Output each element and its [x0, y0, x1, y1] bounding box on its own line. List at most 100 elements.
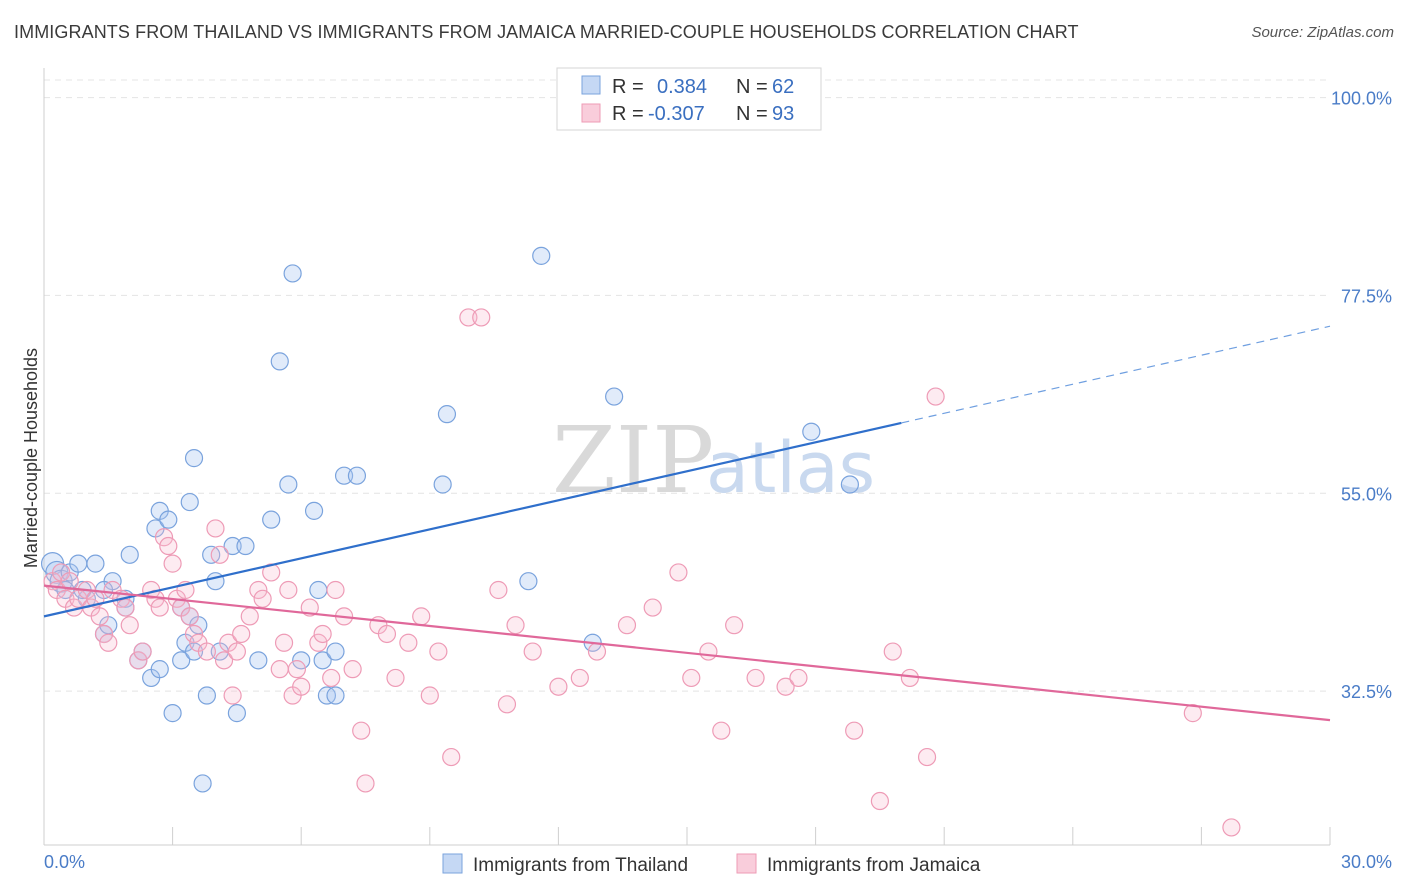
jamaica-point-60 — [386, 668, 405, 688]
bottom-legend-label-thailand: Immigrants from Thailand — [473, 855, 688, 876]
thailand-point-56 — [519, 572, 538, 591]
trend-lines — [43, 325, 1331, 722]
jamaica-point-67 — [472, 308, 491, 327]
thailand-point-32 — [193, 774, 212, 793]
watermark-atlas: atlas — [706, 427, 875, 509]
legend-r-value-jamaica: -0.307 — [648, 103, 705, 125]
jamaica-point-73 — [570, 668, 589, 688]
jamaica-point-17 — [129, 651, 148, 670]
jamaica-point-57 — [356, 774, 375, 793]
legend-swatch-jamaica — [581, 103, 601, 123]
jamaica-point-10 — [90, 607, 109, 626]
thailand-point-48 — [313, 651, 332, 670]
jamaica-point-21 — [150, 598, 169, 617]
jamaica-point-87 — [883, 642, 902, 661]
thailand-point-45 — [292, 651, 311, 670]
watermark: ZIP atlas — [552, 407, 875, 514]
jamaica-point-55 — [343, 660, 362, 679]
watermark-zip: ZIP — [552, 407, 714, 514]
legend-r-label-2: R = — [612, 103, 644, 125]
jamaica-point-62 — [412, 607, 431, 626]
thailand-point-21 — [150, 660, 169, 679]
bottom-legend-swatch-thailand — [442, 853, 463, 874]
thailand-point-33 — [197, 686, 216, 705]
jamaica-point-75 — [617, 616, 637, 635]
jamaica-point-31 — [197, 642, 216, 661]
axes — [43, 68, 1331, 846]
jamaica-point-91 — [1183, 704, 1202, 723]
trend-line-jamaica — [43, 584, 1331, 722]
bottom-legend-label-jamaica: Immigrants from Jamaica — [767, 855, 981, 876]
jamaica-point-39 — [240, 607, 259, 626]
jamaica-point-44 — [274, 633, 294, 652]
jamaica-point-18 — [133, 642, 152, 661]
thailand-point-41 — [262, 510, 281, 529]
jamaica-point-49 — [300, 598, 319, 617]
thailand-point-50 — [326, 686, 345, 705]
bottom-legend-swatch-jamaica — [736, 853, 757, 874]
jamaica-point-16 — [120, 616, 139, 635]
thailand-point-60 — [802, 422, 821, 441]
jamaica-point-82 — [746, 668, 765, 688]
jamaica-point-79 — [699, 642, 718, 661]
thailand-point-53 — [347, 466, 367, 485]
legend-n-label-2: N = — [736, 103, 768, 125]
thailand-point-29 — [184, 449, 204, 468]
thailand-point-59 — [605, 387, 624, 406]
y-axis-label: Married-couple Households — [21, 348, 41, 568]
jamaica-point-84 — [789, 668, 808, 688]
jamaica-point-28 — [180, 607, 199, 626]
legend-swatch-thailand — [581, 75, 601, 95]
grid-lines — [44, 79, 1330, 692]
jamaica-point-4 — [60, 572, 79, 591]
jamaica-point-83 — [776, 677, 795, 696]
legend-n-label-1: N = — [736, 76, 768, 98]
jamaica-point-90 — [926, 387, 945, 406]
source-credit: Source: ZipAtlas.com — [1251, 24, 1394, 41]
jamaica-point-32 — [206, 519, 225, 538]
y-tick-label-3: 32.5% — [1341, 682, 1392, 702]
chart-title: IMMIGRANTS FROM THAILAND VS IMMIGRANTS F… — [14, 22, 1079, 42]
thailand-point-54 — [437, 405, 457, 424]
jamaica-point-56 — [352, 721, 371, 740]
thailand-point-51 — [326, 642, 345, 661]
thailand-point-7 — [86, 554, 105, 573]
series-thailand-points — [40, 246, 859, 793]
jamaica-point-42 — [262, 563, 281, 582]
legend-n-value-jamaica: 93 — [772, 103, 794, 125]
jamaica-point-29 — [184, 624, 204, 644]
jamaica-point-92 — [1222, 818, 1241, 837]
jamaica-point-37 — [227, 642, 246, 661]
jamaica-point-53 — [326, 580, 345, 600]
thailand-point-22 — [159, 510, 178, 529]
jamaica-point-65 — [442, 747, 461, 767]
thailand-point-14 — [120, 545, 139, 564]
jamaica-point-61 — [399, 633, 418, 652]
jamaica-point-48 — [292, 677, 311, 696]
jamaica-point-71 — [523, 642, 542, 661]
trend-line-thailand — [43, 421, 902, 618]
jamaica-point-22 — [154, 528, 174, 547]
thailand-point-26 — [172, 651, 191, 670]
thailand-point-57 — [532, 246, 551, 265]
legend-box: R = 0.384 N = 62 R = -0.307 N = 93 — [556, 67, 822, 131]
jamaica-point-47 — [287, 660, 307, 679]
thailand-point-37 — [223, 536, 242, 556]
thailand-point-39 — [236, 536, 255, 556]
bottom-legend: Immigrants from Thailand Immigrants from… — [442, 853, 981, 876]
jamaica-point-86 — [870, 791, 890, 811]
jamaica-point-77 — [669, 563, 688, 582]
trend-line-thailand-extension — [901, 325, 1331, 424]
thailand-point-42 — [270, 352, 289, 371]
y-tick-label-1: 77.5% — [1341, 286, 1392, 306]
thailand-point-5 — [69, 554, 88, 573]
thailand-point-40 — [249, 651, 268, 670]
x-tick-label-right: 30.0% — [1341, 852, 1392, 872]
legend-r-value-thailand: 0.384 — [657, 76, 707, 98]
thailand-point-27 — [180, 492, 199, 512]
legend-r-label-1: R = — [612, 76, 644, 98]
jamaica-point-69 — [497, 695, 517, 714]
thailand-point-61 — [840, 475, 859, 494]
y-tick-label-2: 55.0% — [1341, 484, 1392, 504]
